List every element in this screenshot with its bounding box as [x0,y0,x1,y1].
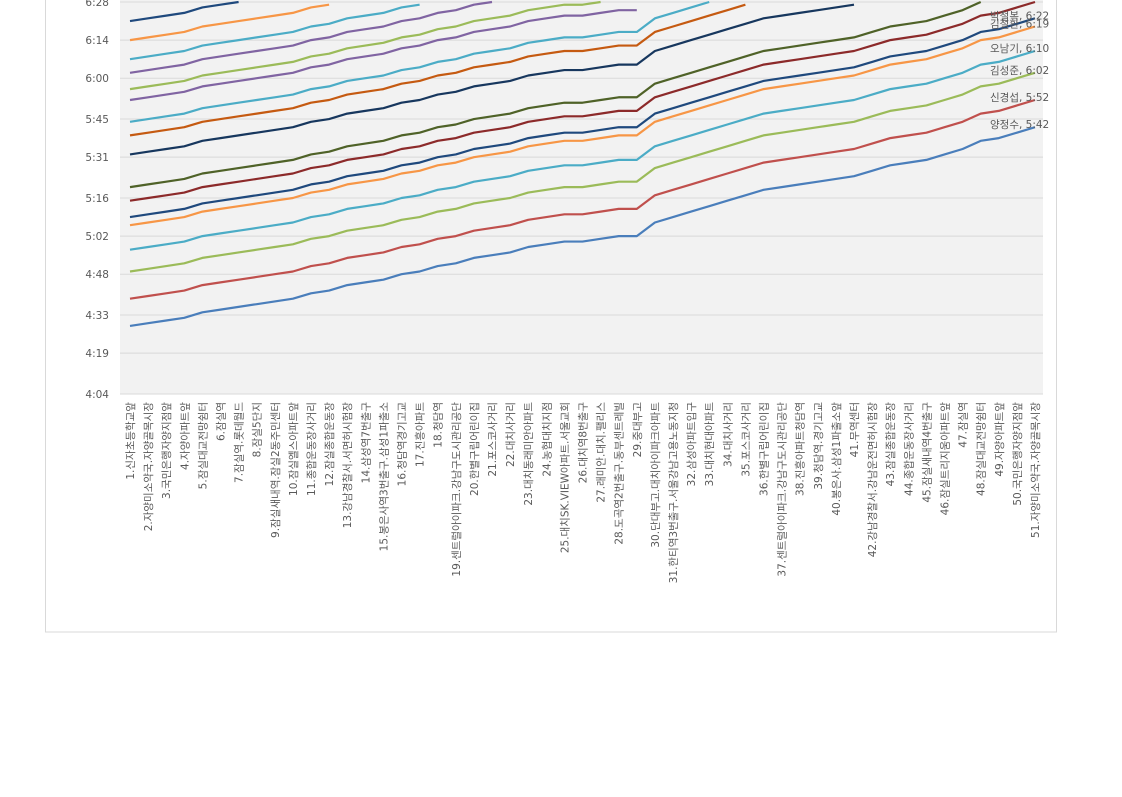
x-tick-label: 16.청담역경기고교 [396,402,409,487]
x-tick-label: 25.대치SK.VIEW아파트.서울교회 [559,402,571,553]
x-tick-label: 11.종합운동장사거리 [306,402,318,496]
y-tick-label: 6:00 [85,73,109,85]
x-tick-label: 19.센트럴아이파크.강남구도시관리공단 [450,402,463,577]
series-line [129,98,1036,300]
series-line [129,0,493,74]
x-tick-label: 18.청담역 [433,402,445,448]
x-tick-label: 21.포스코사거리 [487,402,499,477]
x-tick-label: 34.대치사거리 [722,402,734,467]
x-tick-label: 33.대치현대아파트 [704,402,716,487]
x-tick-label: 45.잠실새내역4번출구 [921,402,933,503]
series-line [129,0,239,23]
series-line [129,3,746,137]
x-tick-label: 2.자양미소약국.자양골목시장 [143,402,155,532]
x-tick-label: 41.무역센터 [849,402,861,457]
series-line [129,3,420,61]
y-tick-label: 4:48 [85,269,109,281]
end-label: 오남기, 6:10 [990,43,1049,55]
end-label: 김성준, 6:02 [990,65,1049,77]
x-tick-label: 38.진흥아파트청담역 [794,402,807,496]
x-tick-label: 8.잠실5단지 [252,402,264,457]
x-tick-label: 6.잠실역 [216,402,228,441]
series-line [129,17,1036,219]
series-line [129,0,1036,202]
series-line [129,126,1036,328]
plot-area [120,0,1043,394]
x-tick-label: 5.잠실대교전망쉼터 [197,402,209,489]
x-tick-label: 36.한별구립어린이집 [758,402,771,496]
series-line [129,3,855,156]
plot-lines [129,0,1036,328]
x-tick-label: 17.진흥아파트 [414,402,427,467]
x-tick-label: 28.도곡역2번출구.동부센트레빌 [614,402,626,545]
x-tick-label: 12.잠실종합운동장 [324,402,336,487]
y-tick-label: 6:28 [85,0,109,9]
series-line [129,3,330,42]
x-tick-label: 48.잠실대교전망쉼터 [976,402,988,496]
end-label: 양정수, 5:42 [990,119,1049,131]
series-line [129,0,601,91]
x-tick-label: 13.강남경찰서.서면허시험장 [341,402,354,529]
x-tick-label: 10.잠실엘스아파트앞 [287,402,300,496]
x-tick-label: 47.잠실역 [958,402,970,448]
x-tick-label: 42.강남경찰서.강남운전면허시험장 [866,402,879,558]
end-label: 김철환, 6:19 [990,19,1049,31]
y-tick-label: 5:31 [85,152,109,164]
x-tick-label: 20.한별구립어린이집 [468,402,481,496]
series-line [129,49,1036,251]
x-tick-label: 35.포스코사거리 [740,402,752,477]
series-line [129,0,710,123]
x-tick-label: 26.대치역8번출구 [578,402,590,484]
x-tick-label: 29.중대부고 [632,402,644,458]
series-line [129,9,637,102]
x-tick-label: 50.국민은행자양지점앞 [1012,402,1024,506]
series-line [129,0,982,189]
x-tick-label: 23.대치동래미안아파트 [523,402,535,506]
x-tick-label: 51.자양미소약국.자양골목시장 [1030,402,1042,538]
x-tick-label: 24.농협대치지점 [540,402,553,477]
x-tick-label: 7.잠실역.롯데월드 [234,402,246,483]
y-tick-label: 4:33 [85,310,109,322]
end-label: 신경섭, 5:52 [990,91,1049,104]
y-tick-label: 5:45 [85,114,109,126]
x-tick-label: 39.청담역.경기고교 [812,402,825,490]
x-tick-label: 3.국민은행자양지점앞 [161,402,173,499]
x-tick-label: 49.자양아파트앞 [994,402,1006,477]
x-tick-label: 4.자양아파트앞 [179,402,191,470]
x-tick-label: 44.종합운동장사거리 [903,402,915,496]
x-tick-label: 37.센트럴아이파크.강남구도시관리공단 [776,402,789,577]
y-tick-label: 4:19 [85,348,109,360]
y-tick-label: 4:04 [85,389,109,401]
x-tick-label: 9.잠실새내역.잠실2동주민센터 [270,402,282,538]
x-tick-label: 40.봉은사.삼성1파출소앞 [831,402,843,516]
x-tick-label: 30.단대부고.대치아이파크아파트 [650,402,662,548]
y-tick-label: 5:02 [85,231,109,243]
series-line [129,71,1036,273]
x-tick-label: 43.잠실종합운동장 [885,402,897,487]
x-tick-label: 22.대치사거리 [505,402,517,467]
x-tick-label: 46.잠실트리지움아파트앞 [940,402,952,516]
x-tick-label: 15.봉은사역3번출구.삼성1파출소 [378,402,390,552]
series-line [129,25,1036,227]
x-tick-label: 14.삼성역7번출구 [360,402,372,484]
x-tick-label: 31.한티역3번출구.서울강남고용노동지청 [668,402,680,583]
y-tick-label: 5:16 [85,193,109,205]
end-label: 박철복, 6:22 [990,10,1049,22]
x-tick-label: 1.신자초등학교앞 [125,402,137,480]
x-tick-label: 32.삼성아파트입구 [685,402,698,487]
x-tick-label: 27.래미안.대치.팰리스 [596,402,608,503]
y-tick-label: 6:14 [85,35,109,47]
